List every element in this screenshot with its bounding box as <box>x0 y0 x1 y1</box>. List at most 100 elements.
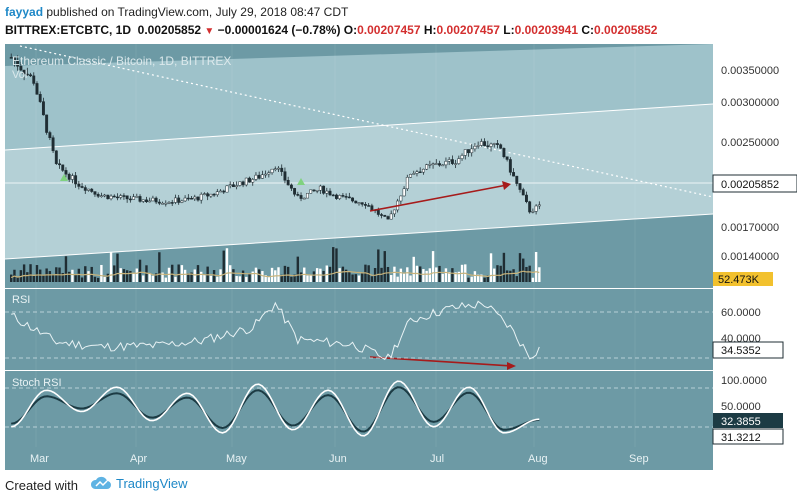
signal-triangle-icon <box>297 178 305 185</box>
volume-bar <box>74 274 77 282</box>
candle-body <box>505 156 509 160</box>
volume-bar <box>254 267 258 282</box>
candle-body <box>392 209 396 215</box>
rsi-tick: 60.0000 <box>721 307 761 319</box>
ohlc-line: BITTREX:ETCBTC, 1D 0.00205852 ▼ −0.00001… <box>5 23 657 37</box>
candle-body <box>502 148 506 157</box>
volume-bar <box>509 270 512 282</box>
candle-body <box>199 193 203 201</box>
volume-bar <box>383 251 386 282</box>
volume-bar <box>296 256 300 282</box>
volume-bar <box>512 269 515 282</box>
candle-body <box>409 174 412 178</box>
volume-bar <box>148 273 151 282</box>
volume-bar <box>393 266 396 282</box>
volume-bar <box>248 273 251 282</box>
volume-bar <box>251 271 254 282</box>
volume-bar <box>129 270 132 282</box>
candle-body <box>106 194 110 200</box>
candle-body <box>167 202 171 204</box>
time-tick: May <box>226 453 247 465</box>
candle-body <box>405 176 409 190</box>
stoch-label: Stoch RSI <box>12 377 62 389</box>
volume-bar <box>496 265 499 282</box>
volume-bar <box>245 276 248 282</box>
candle-body <box>267 172 271 175</box>
volume-bar <box>370 276 374 282</box>
candle-body <box>109 195 113 200</box>
volume-bar <box>457 271 461 282</box>
grid <box>35 44 636 447</box>
candle-body <box>499 144 503 149</box>
candle-body <box>254 174 258 180</box>
volume-bar <box>196 265 200 282</box>
volume-bar <box>534 251 538 282</box>
candle-body <box>399 195 403 202</box>
candle-body <box>515 175 519 184</box>
volume-bar <box>290 276 293 282</box>
candle-body <box>286 180 290 186</box>
candle-body <box>338 195 342 199</box>
volume-bar <box>454 272 457 282</box>
publish-text: published on TradingView.com, July 29, 2… <box>46 5 349 19</box>
candle-body <box>521 189 525 196</box>
volume-bar <box>39 269 42 282</box>
volume-bar <box>441 273 444 282</box>
candle-body <box>32 75 36 84</box>
volume-bar <box>473 271 477 282</box>
chart-canvas[interactable]: Ethereum Classic / Bitcoin, 1D, BITTREX … <box>0 44 797 470</box>
candle-body <box>370 205 374 211</box>
price-tick: 0.00170000 <box>721 222 779 234</box>
volume-tag <box>713 272 773 286</box>
volume-bar <box>525 266 528 282</box>
trendline-dotted <box>19 45 714 198</box>
signal-triangle-icon <box>60 174 68 181</box>
candle-body <box>19 66 23 71</box>
candle-body <box>251 179 255 183</box>
candle-body <box>35 83 39 95</box>
candle-body <box>489 143 493 147</box>
candle-body <box>225 185 229 193</box>
author-link[interactable]: fayyad <box>5 5 44 19</box>
volume-bar <box>332 247 335 282</box>
candle-body <box>222 190 226 193</box>
candle-body <box>293 188 297 195</box>
rsi-panel-bg <box>5 289 713 370</box>
time-tick: Sep <box>629 453 649 465</box>
volume-bar <box>428 268 432 282</box>
volume-bar <box>390 275 393 282</box>
candle-body <box>463 149 467 156</box>
volume-bar <box>480 274 483 282</box>
volume-bar <box>171 264 174 282</box>
volume-bar <box>502 252 506 282</box>
candle-body <box>537 204 541 207</box>
arrowhead-icon <box>502 181 511 190</box>
rsi-tag-text: 34.5352 <box>721 345 761 357</box>
candle-body <box>344 196 348 198</box>
candle-body <box>460 155 464 159</box>
candle-body <box>447 159 451 162</box>
volume-bar <box>412 256 415 282</box>
candle-body <box>74 175 78 185</box>
tradingview-logo[interactable]: TradingView <box>90 475 188 491</box>
last-price-tag-text: 0.00205852 <box>721 179 779 191</box>
candle-body <box>299 195 303 199</box>
candle-body <box>351 197 355 202</box>
stoch-tick: 50.0000 <box>721 401 761 413</box>
volume-bar <box>522 258 525 282</box>
volume-bar <box>335 248 338 282</box>
volume-bar <box>151 275 155 282</box>
volume-bar <box>125 270 129 282</box>
close-label: C: <box>581 23 595 37</box>
candle-body <box>402 188 406 197</box>
divergence-arrow-price <box>369 184 508 212</box>
candle-body <box>476 145 480 147</box>
chart-header: fayyad published on TradingView.com, Jul… <box>0 0 797 44</box>
stoch-d-tag <box>712 428 784 445</box>
volume-bar <box>325 265 328 282</box>
volume-bar <box>67 271 71 282</box>
volume-bar <box>409 275 412 282</box>
channel-lower-band <box>5 104 713 259</box>
price-axis: 0.00350000 0.00300000 0.00250000 0.00170… <box>721 65 779 413</box>
volume-bar <box>35 265 39 282</box>
